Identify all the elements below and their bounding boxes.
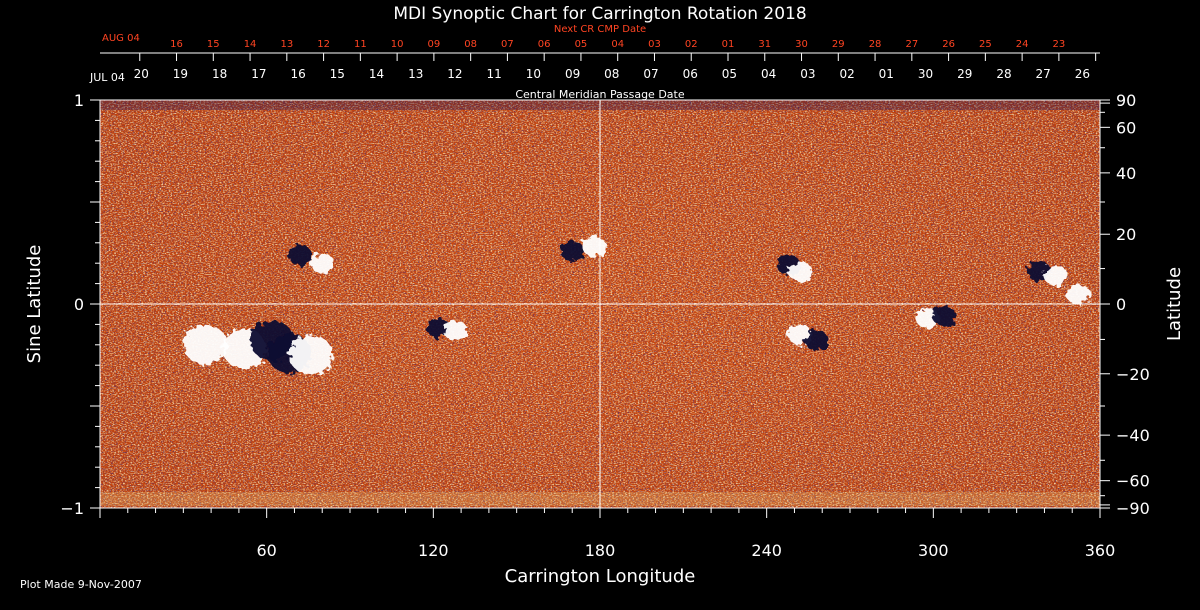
next-axis-date: 29 (832, 39, 845, 50)
next-axis-date: 14 (244, 39, 257, 50)
top-axis-date: 28 (996, 67, 1011, 81)
active-region-negative (804, 330, 829, 351)
top-axis-date: 15 (330, 67, 345, 81)
top-axis-label: Central Meridian Passage Date (515, 88, 684, 101)
next-axis-date: 08 (464, 39, 477, 50)
next-axis-date: 30 (795, 39, 808, 50)
x-axis-label: Carrington Longitude (505, 566, 696, 587)
next-axis-date: 15 (207, 39, 220, 50)
top-axis-date: 03 (800, 67, 815, 81)
y-axis-right: 90 60 40 20 0 −20 −40 −60 −90 (1100, 91, 1150, 518)
next-axis-date: 13 (280, 39, 293, 50)
y-right-tick-label: −20 (1116, 365, 1150, 384)
y-right-tick-label: 60 (1116, 118, 1136, 137)
next-axis-date: 31 (758, 39, 771, 50)
y-right-tick-label: −90 (1116, 499, 1150, 518)
top-axis-date: 19 (173, 67, 188, 81)
next-axis-date: 11 (354, 39, 367, 50)
top-axis-date: 30 (918, 67, 933, 81)
next-axis-dates: 16 15 14 13 12 11 10 09 08 07 06 05 04 03 02 01 31 30 29 28… (170, 39, 1065, 50)
top-axis-date: 11 (487, 67, 502, 81)
next-axis-date: 10 (391, 39, 404, 50)
top-axis-date: 16 (290, 67, 305, 81)
top-axis-date: 08 (604, 67, 619, 81)
y-right-tick-label: 40 (1116, 164, 1136, 183)
top-axis-dates: 20 19 18 17 16 15 14 13 12 11 10 09 08 07 06 05 04 03 02 01… (134, 67, 1090, 81)
top-axis-date: 10 (526, 67, 541, 81)
top-axis-start: JUL 04 (89, 71, 125, 84)
active-region-positive (183, 324, 228, 365)
next-axis-date: 06 (538, 39, 551, 50)
active-region-positive (289, 335, 334, 375)
y-axis-left: −1 0 1 (60, 91, 100, 518)
top-axis-date: 06 (683, 67, 698, 81)
next-axis-date: 01 (722, 39, 735, 50)
active-region-positive (1065, 283, 1090, 304)
top-axis-date: 12 (447, 67, 462, 81)
next-axis-date: 05 (575, 39, 588, 50)
next-axis-date: 25 (979, 39, 992, 50)
next-axis-date: 24 (1016, 39, 1029, 50)
y-right-tick-label: 90 (1116, 91, 1136, 110)
active-region-positive (1043, 265, 1068, 286)
top-axis-date: 17 (251, 67, 266, 81)
x-tick-label: 360 (1085, 541, 1116, 560)
top-axis-date: 01 (879, 67, 894, 81)
active-region-positive (310, 253, 335, 274)
top-axis-date: 20 (134, 67, 149, 81)
next-axis-date: 07 (501, 39, 514, 50)
next-axis-date: 02 (685, 39, 698, 50)
next-axis-start: AUG 04 (102, 33, 140, 44)
top-axis-date: 18 (212, 67, 227, 81)
next-axis-date: 26 (942, 39, 955, 50)
y-left-tick-label: −1 (60, 499, 84, 518)
active-region-negative (288, 245, 312, 266)
y-right-tick-label: 20 (1116, 225, 1136, 244)
y-right-tick-label: −40 (1116, 426, 1150, 445)
x-tick-label: 300 (918, 541, 949, 560)
y-left-tick-label: 1 (74, 91, 84, 110)
active-region-negative (932, 306, 957, 327)
top-axis-date: 14 (369, 67, 384, 81)
y-axis-right-label: Latitude (1164, 267, 1185, 341)
x-tick-label: 60 (256, 541, 276, 560)
active-region-positive (443, 320, 468, 341)
next-axis-date: 09 (428, 39, 441, 50)
top-axis-date: 13 (408, 67, 423, 81)
next-axis-date: 03 (648, 39, 661, 50)
next-axis-date: 28 (869, 39, 882, 50)
top-axis-date: 02 (839, 67, 854, 81)
y-right-tick-label: 0 (1116, 295, 1126, 314)
next-axis-date: 04 (611, 39, 624, 50)
y-axis-left-label: Sine Latitude (24, 245, 45, 364)
top-axis-date: 26 (1075, 67, 1090, 81)
plot-made-note: Plot Made 9-Nov-2007 (20, 578, 142, 591)
top-axis-date: 05 (722, 67, 737, 81)
next-axis-label: Next CR CMP Date (554, 24, 646, 35)
top-axis-date: 29 (957, 67, 972, 81)
next-axis-date: 16 (170, 39, 183, 50)
top-axis-date: 27 (1036, 67, 1051, 81)
next-axis-date: 27 (905, 39, 918, 50)
x-tick-label: 180 (585, 541, 616, 560)
chart-title: MDI Synoptic Chart for Carrington Rotati… (393, 4, 806, 24)
top-axis-date: 09 (565, 67, 580, 81)
active-region-negative (560, 240, 585, 261)
y-left-tick-label: 0 (74, 295, 84, 314)
active-region-positive (788, 261, 812, 282)
next-axis-ticks (139, 53, 1097, 61)
top-axis-date: 04 (761, 67, 776, 81)
x-axis: 60 120 180 240 300 360 (99, 508, 1116, 560)
active-regions (183, 236, 1090, 375)
top-axis-date: 07 (643, 67, 658, 81)
next-axis-date: 12 (317, 39, 330, 50)
magnetogram-map (99, 99, 1101, 509)
x-tick-label: 120 (418, 541, 449, 560)
x-tick-label: 240 (751, 541, 782, 560)
next-axis-date: 23 (1053, 39, 1066, 50)
active-region-positive (582, 236, 607, 257)
y-right-tick-label: −60 (1116, 472, 1150, 491)
